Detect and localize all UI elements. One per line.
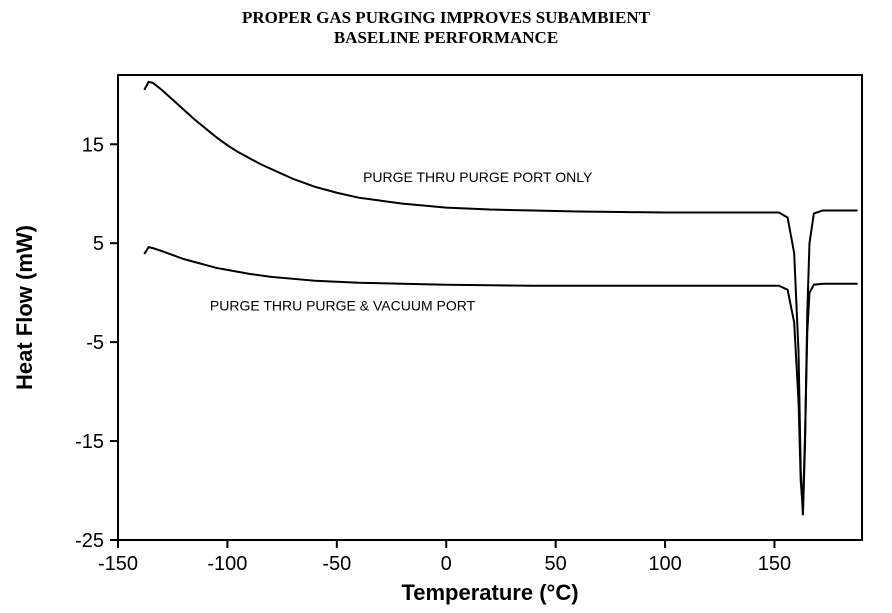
y-tick-label: -5 xyxy=(86,332,104,354)
y-tick-label: -15 xyxy=(75,431,104,453)
x-tick-label: -100 xyxy=(207,553,247,575)
x-axis-label: Temperature (°C) xyxy=(401,580,578,605)
series-line-purge_and_vacuum xyxy=(144,247,857,510)
x-tick-label: 100 xyxy=(648,553,681,575)
y-tick-label: 15 xyxy=(82,134,104,156)
x-tick-label: -50 xyxy=(322,553,351,575)
y-axis-label: Heat Flow (mW) xyxy=(12,225,37,390)
y-tick-label: -25 xyxy=(75,530,104,552)
chart-container: PROPER GAS PURGING IMPROVES SUBAMBIENT B… xyxy=(0,0,892,613)
y-tick-label: 5 xyxy=(93,233,104,255)
series-label-purge_port_only: PURGE THRU PURGE PORT ONLY xyxy=(363,169,593,185)
x-tick-label: 150 xyxy=(758,553,791,575)
x-tick-label: 0 xyxy=(441,553,452,575)
x-tick-label: -150 xyxy=(98,553,138,575)
chart-svg: -150 -100 -50 0 50 100 150 -25 -15 -5 5 15 Temperatu… xyxy=(0,0,892,613)
x-tick-label: 50 xyxy=(545,553,567,575)
series-label-purge_and_vacuum: PURGE THRU PURGE & VACUUM PORT xyxy=(210,297,476,313)
